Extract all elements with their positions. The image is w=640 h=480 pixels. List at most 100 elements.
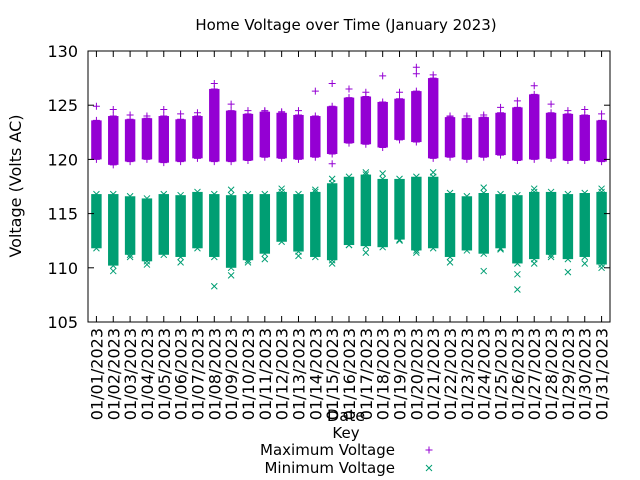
data-band: [360, 174, 372, 247]
data-point: [278, 185, 285, 193]
data-point: [412, 63, 420, 71]
data-point: [497, 190, 504, 198]
data-point: [497, 246, 504, 253]
data-band: [259, 111, 271, 158]
data-point: [429, 154, 437, 162]
data-point: [311, 112, 319, 120]
x-tick-label: 01/22/2023: [441, 328, 460, 420]
x-tick-label: 01/30/2023: [576, 328, 595, 420]
data-band: [394, 98, 405, 140]
data-point: [126, 158, 134, 166]
data-band: [394, 178, 405, 240]
data-band: [545, 112, 557, 159]
x-tick-label: 01/10/2023: [239, 328, 258, 420]
data-point: [480, 153, 488, 161]
x-tick-label: 01/24/2023: [475, 328, 494, 420]
legend-title: Key: [332, 424, 359, 442]
data-point: [194, 244, 201, 252]
data-point: [177, 158, 185, 166]
data-band: [91, 194, 102, 249]
data-band: [242, 194, 254, 261]
data-band: [326, 183, 338, 261]
data-point: [480, 250, 488, 258]
axes: 10511011512012513001/01/202301/02/202301…: [47, 42, 611, 420]
data-point: [429, 244, 437, 252]
data-band: [310, 191, 321, 257]
data-point: [93, 239, 100, 247]
data-point: [581, 260, 589, 267]
data-point: [598, 185, 605, 193]
data-point: [547, 188, 555, 196]
data-point: [227, 191, 235, 199]
data-band: [411, 176, 422, 251]
x-tick-label: 01/15/2023: [323, 328, 342, 420]
data-band: [293, 194, 304, 252]
data-band: [495, 194, 506, 249]
data-point: [227, 186, 235, 194]
data-point: [379, 72, 387, 80]
data-point: [530, 90, 538, 98]
data-band: [175, 119, 186, 162]
data-point: [294, 155, 302, 163]
data-point: [497, 151, 505, 159]
data-point: [345, 94, 353, 102]
data-point: [362, 88, 370, 96]
data-band: [141, 198, 153, 262]
data-point: [160, 106, 168, 114]
x-tick-label: 01/29/2023: [559, 328, 578, 420]
data-point: [328, 260, 336, 267]
data-band: [192, 116, 203, 159]
data-point: [598, 264, 605, 272]
data-point: [396, 88, 404, 96]
data-band: [596, 120, 607, 162]
data-band: [529, 191, 540, 260]
data-point: [446, 189, 454, 197]
data-point: [261, 190, 269, 198]
data-point: [261, 255, 269, 263]
data-band: [225, 110, 237, 162]
data-point: [244, 107, 252, 115]
data-band: [596, 191, 607, 265]
data-point: [227, 158, 235, 166]
data-band: [461, 196, 473, 251]
data-point: [210, 253, 218, 261]
data-band: [579, 193, 590, 257]
data-point: [210, 158, 218, 166]
x-tick-label: 01/09/2023: [222, 328, 241, 420]
data-point: [530, 185, 538, 193]
data-band: [343, 176, 355, 246]
data-point: [345, 85, 353, 93]
data-point: [446, 112, 454, 120]
x-axis-label: Date: [327, 406, 365, 425]
data-point: [480, 184, 488, 191]
data-point: [379, 98, 387, 106]
data-point: [514, 286, 521, 293]
x-tick-label: 01/03/2023: [121, 328, 140, 420]
data-point: [514, 260, 521, 267]
data-point: [328, 160, 336, 168]
x-tick-label: 01/31/2023: [593, 328, 612, 420]
data-point: [244, 259, 252, 266]
data-point: [463, 155, 471, 163]
data-point: [581, 253, 589, 261]
data-point: [412, 70, 420, 78]
data-point: [564, 107, 572, 115]
data-point: [480, 189, 488, 197]
data-point: [581, 156, 589, 164]
data-point: [295, 252, 302, 260]
data-band: [209, 88, 220, 162]
data-point: [143, 195, 151, 202]
data-band: [259, 194, 271, 254]
data-point: [547, 154, 555, 162]
data-point: [311, 253, 319, 261]
x-tick-label: 01/01/2023: [87, 328, 106, 420]
data-point: [345, 241, 353, 249]
data-point: [598, 261, 605, 268]
data-point: [194, 241, 201, 249]
data-point: [126, 251, 134, 259]
data-band: [175, 195, 186, 257]
data-band: [158, 194, 169, 255]
x-tick-label: 01/26/2023: [508, 328, 527, 420]
data-point: [362, 140, 370, 148]
data-point: [177, 259, 184, 266]
